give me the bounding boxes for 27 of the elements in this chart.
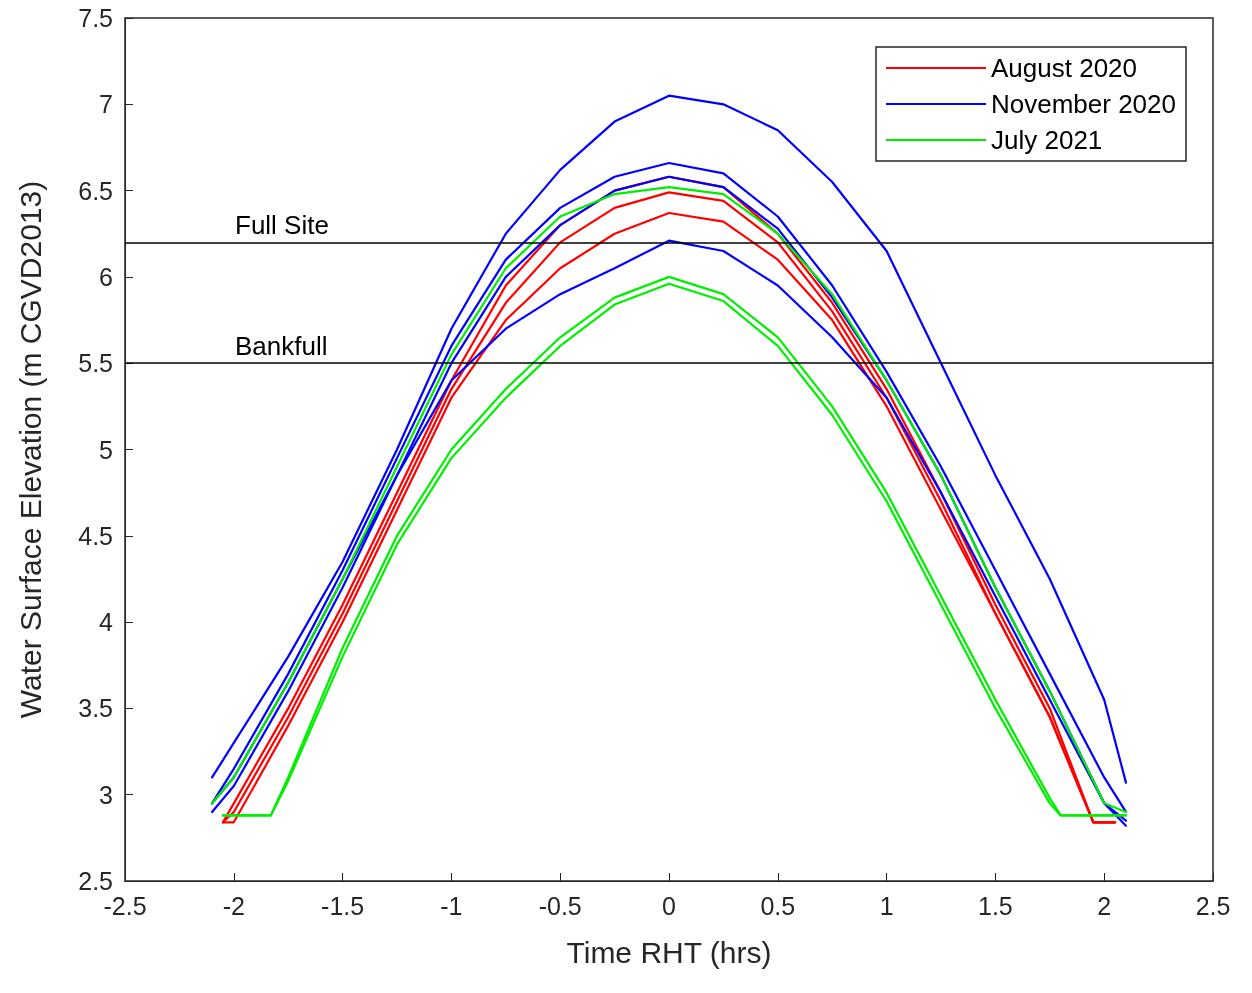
x-tick-label: -1.5 [321,891,365,920]
x-tick-label: -0.5 [538,891,582,920]
x-axis-title: Time RHT (hrs) [566,935,772,969]
y-tick-label: 7 [99,90,113,119]
y-tick-label: 5.5 [78,349,113,378]
ref-line-label: Full Site [235,210,329,241]
legend-label: August 2020 [991,53,1138,83]
x-tick-label: 1 [879,891,894,920]
y-tick-label: 6 [99,262,113,291]
x-tick-label: -2 [222,891,245,920]
y-tick-label: 3.5 [78,694,113,723]
legend-label: November 2020 [991,89,1176,119]
x-tick-label: 2 [1097,891,1112,920]
y-tick-label: 5 [99,435,113,464]
y-tick-label: 6.5 [78,176,113,205]
legend-label: July 2021 [991,125,1103,155]
ref-line-label: Bankfull [235,331,328,362]
y-tick-label: 4.5 [78,521,113,550]
y-tick-label: 7.5 [78,4,113,32]
x-tick-label: 2.5 [1195,891,1231,920]
x-tick-label: 0 [662,891,676,920]
x-tick-label: 0.5 [760,891,796,920]
y-tick-label: 4 [99,608,114,637]
x-tick-label: -1 [440,891,463,920]
y-axis-title: Water Surface Elevation (m CGVD2013) [13,180,47,719]
x-tick-label: 1.5 [978,891,1013,920]
y-tick-label: 3 [99,780,113,809]
